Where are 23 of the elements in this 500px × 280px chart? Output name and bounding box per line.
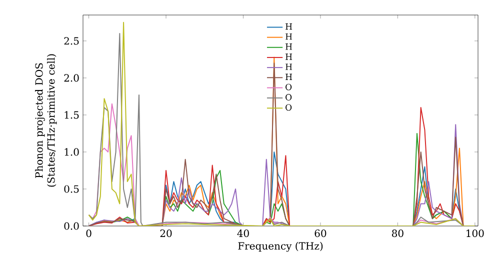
y-tick-label: 0.0 (64, 222, 79, 230)
y-tick-label: 2.5 (64, 37, 79, 45)
y-tick-label: 1.0 (64, 148, 79, 156)
legend-label: O (286, 84, 292, 90)
y-tick-label: 0.5 (64, 185, 79, 193)
x-tick-label: 80 (392, 230, 404, 238)
y-tick-label: 1.5 (64, 111, 79, 119)
legend-label: H (286, 23, 292, 30)
y-axis-title: Phonon projected DOS (States/THz·primitive cell) (35, 54, 57, 187)
x-tick-label: 60 (314, 230, 326, 238)
x-tick-label: 40 (237, 230, 249, 238)
legend-label: H (286, 74, 292, 80)
legend-label: H (286, 44, 292, 50)
legend-label: O (286, 104, 292, 111)
x-axis-title: Frequency (THz) (238, 242, 323, 252)
y-tick-label: 2.0 (64, 74, 79, 82)
x-tick-label: 20 (160, 230, 172, 238)
legend-label: O (286, 94, 292, 100)
x-tick-label: 0 (86, 230, 92, 238)
legend-label: H (286, 64, 292, 70)
x-tick-label: 100 (466, 230, 484, 238)
legend-label: H (286, 33, 292, 40)
legend-label: H (286, 54, 292, 60)
